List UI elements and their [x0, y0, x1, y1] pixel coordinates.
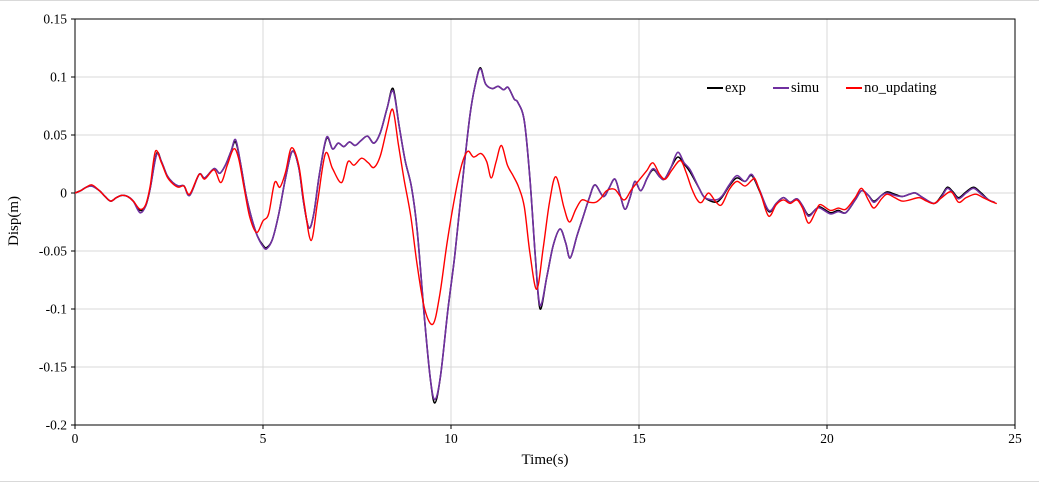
x-tick-label: 25: [1008, 431, 1022, 446]
legend-line-swatch-exp: [707, 86, 723, 89]
series-line-exp: [75, 66, 996, 404]
plot-border: [74, 18, 1016, 426]
legend-line-swatch-no-updating: [846, 86, 863, 89]
series-line-simu: [75, 68, 996, 401]
y-tick-label: 0.1: [50, 70, 67, 85]
legend: exp simu no_updating: [707, 79, 937, 96]
x-tick-label: 20: [820, 431, 834, 446]
legend-item-no-updating: no_updating: [846, 80, 937, 96]
x-axis-title: Time(s): [521, 452, 569, 468]
y-axis-title: Disp(m): [6, 196, 22, 246]
y-tick-label: -0.1: [46, 302, 67, 317]
y-tick-label: -0.05: [39, 244, 67, 259]
y-tick-label: 0.15: [43, 12, 67, 27]
legend-label-simu: simu: [790, 79, 820, 96]
legend-item-simu: simu: [772, 79, 820, 96]
y-tick-label: 0.05: [43, 128, 67, 143]
y-tick-label: -0.15: [39, 360, 67, 375]
x-tick-label: 15: [632, 431, 646, 446]
legend-item-exp: exp: [707, 80, 746, 96]
legend-label-no-updating: no_updating: [864, 79, 937, 96]
x-tick-label: 0: [72, 431, 79, 446]
legend-line-swatch-simu: [772, 86, 789, 89]
x-tick-label: 5: [260, 431, 267, 446]
x-tick-label: 10: [444, 431, 458, 446]
series-line-no_updating: [75, 108, 997, 326]
y-tick-label: -0.2: [46, 418, 67, 433]
legend-label-exp: exp: [725, 79, 746, 96]
y-tick-label: 0: [60, 186, 67, 201]
